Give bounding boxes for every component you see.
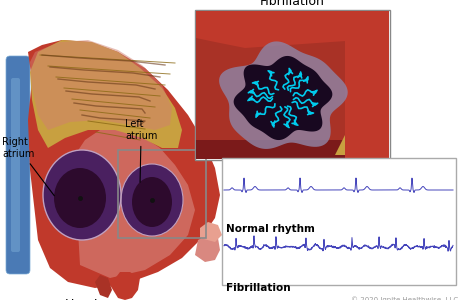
Polygon shape [200,222,222,242]
Ellipse shape [121,164,183,236]
Polygon shape [196,140,344,159]
Polygon shape [195,235,219,262]
Bar [222,158,455,285]
Ellipse shape [54,168,106,228]
Text: Right
atrium: Right atrium [2,137,54,196]
Text: Fibrillation: Fibrillation [225,283,290,293]
Polygon shape [30,40,182,148]
Polygon shape [233,56,331,140]
Polygon shape [95,275,112,298]
Polygon shape [294,135,344,155]
Bar [196,11,388,159]
Polygon shape [218,41,347,149]
Polygon shape [110,272,140,300]
Text: Left
atrium: Left atrium [125,119,157,182]
Text: Heart: Heart [64,298,99,300]
FancyBboxPatch shape [6,56,30,274]
Polygon shape [28,40,219,288]
Polygon shape [196,11,388,48]
Text: Fibrillation: Fibrillation [259,0,324,8]
Text: Normal rhythm: Normal rhythm [225,224,314,233]
Polygon shape [30,40,172,130]
Text: © 2020 Ignite Healthwise, LLC: © 2020 Ignite Healthwise, LLC [350,296,457,300]
Bar [195,10,389,160]
Ellipse shape [43,150,121,240]
Bar [118,150,206,238]
Polygon shape [72,128,195,278]
Polygon shape [344,38,388,159]
FancyBboxPatch shape [11,78,20,252]
Ellipse shape [132,177,172,227]
